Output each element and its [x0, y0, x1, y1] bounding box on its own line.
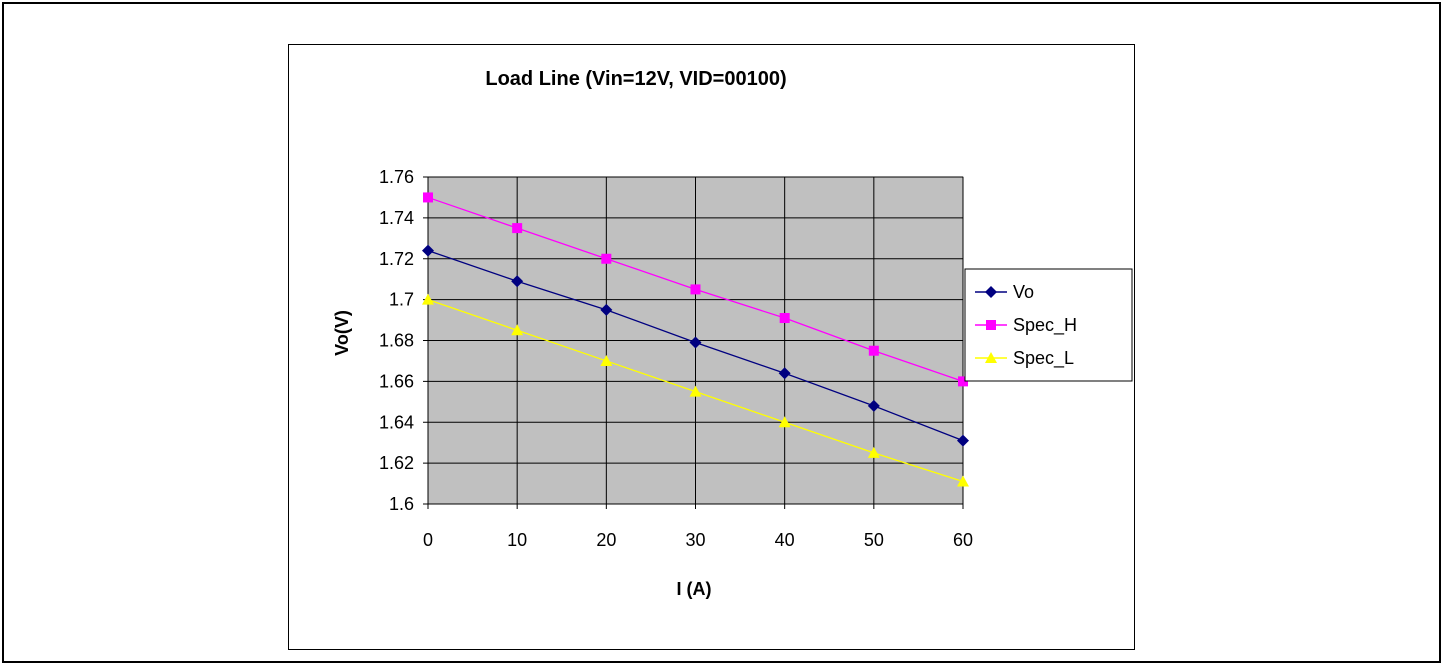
data-point	[422, 244, 434, 257]
x-tick-label: 30	[685, 530, 705, 550]
data-point	[957, 475, 969, 487]
y-tick-label: 1.74	[379, 208, 414, 228]
data-point	[867, 446, 880, 458]
y-tick-label: 1.68	[379, 331, 414, 351]
series-vo	[422, 244, 969, 447]
series-spec-l	[422, 293, 969, 487]
y-tick-label: 1.66	[379, 371, 414, 391]
data-point	[422, 293, 434, 305]
load-line-chart: Load Line (Vin=12V, VID=00100) 1.61.621.…	[332, 68, 1133, 599]
legend-label: Spec_L	[1013, 348, 1074, 369]
legend-marker	[985, 286, 997, 298]
x-tick-label: 10	[507, 530, 527, 550]
y-tick-label: 1.6	[389, 494, 414, 514]
x-tick-label: 20	[596, 530, 616, 550]
data-point	[600, 354, 613, 366]
legend-label: Spec_H	[1013, 315, 1077, 336]
y-tick-label: 1.62	[379, 453, 414, 473]
data-point	[689, 385, 702, 397]
x-tick-label: 40	[775, 530, 795, 550]
x-axis-label: I (A)	[677, 579, 712, 599]
data-point	[600, 303, 613, 316]
legend: Vo Spec_H Spec_L	[964, 268, 1133, 382]
x-tick-label: 0	[423, 530, 433, 550]
chart-frame: Load Line (Vin=12V, VID=00100) 1.6 1.62 1.…	[288, 44, 1135, 650]
chart-title: Load Line (Vin=12V, VID=00100)	[485, 68, 786, 90]
data-point	[958, 376, 968, 387]
y-tick-label: 1.7	[389, 290, 414, 310]
data-point	[957, 434, 969, 447]
x-tick-label: 60	[953, 530, 973, 550]
data-point	[511, 275, 524, 288]
legend-marker	[986, 320, 996, 330]
data-point	[423, 192, 433, 203]
series-layer	[422, 192, 969, 487]
series-spec-h	[423, 192, 968, 387]
y-axis-ticks: 1.6 1.62 1.64 1.66 1.68 1.7 1.72 1.74 1.76	[379, 167, 428, 514]
y-tick-label: 1.64	[379, 412, 414, 432]
data-point	[512, 223, 523, 234]
x-axis-ticks: 0 10 20 30 40 50 60	[423, 504, 973, 550]
data-point	[778, 416, 791, 428]
data-point	[690, 284, 701, 295]
data-point	[778, 367, 791, 380]
y-axis-label: Vo(V)	[332, 310, 352, 356]
data-point	[779, 313, 790, 324]
x-tick-label: 50	[864, 530, 884, 550]
y-tick-label: 1.76	[379, 167, 414, 187]
data-point	[511, 324, 524, 336]
data-point	[689, 336, 702, 349]
data-point	[601, 253, 612, 264]
data-point	[868, 345, 879, 356]
legend-marker	[985, 352, 997, 363]
legend-label: Vo	[1013, 282, 1034, 302]
y-tick-label: 1.72	[379, 249, 414, 269]
data-point	[867, 399, 880, 412]
